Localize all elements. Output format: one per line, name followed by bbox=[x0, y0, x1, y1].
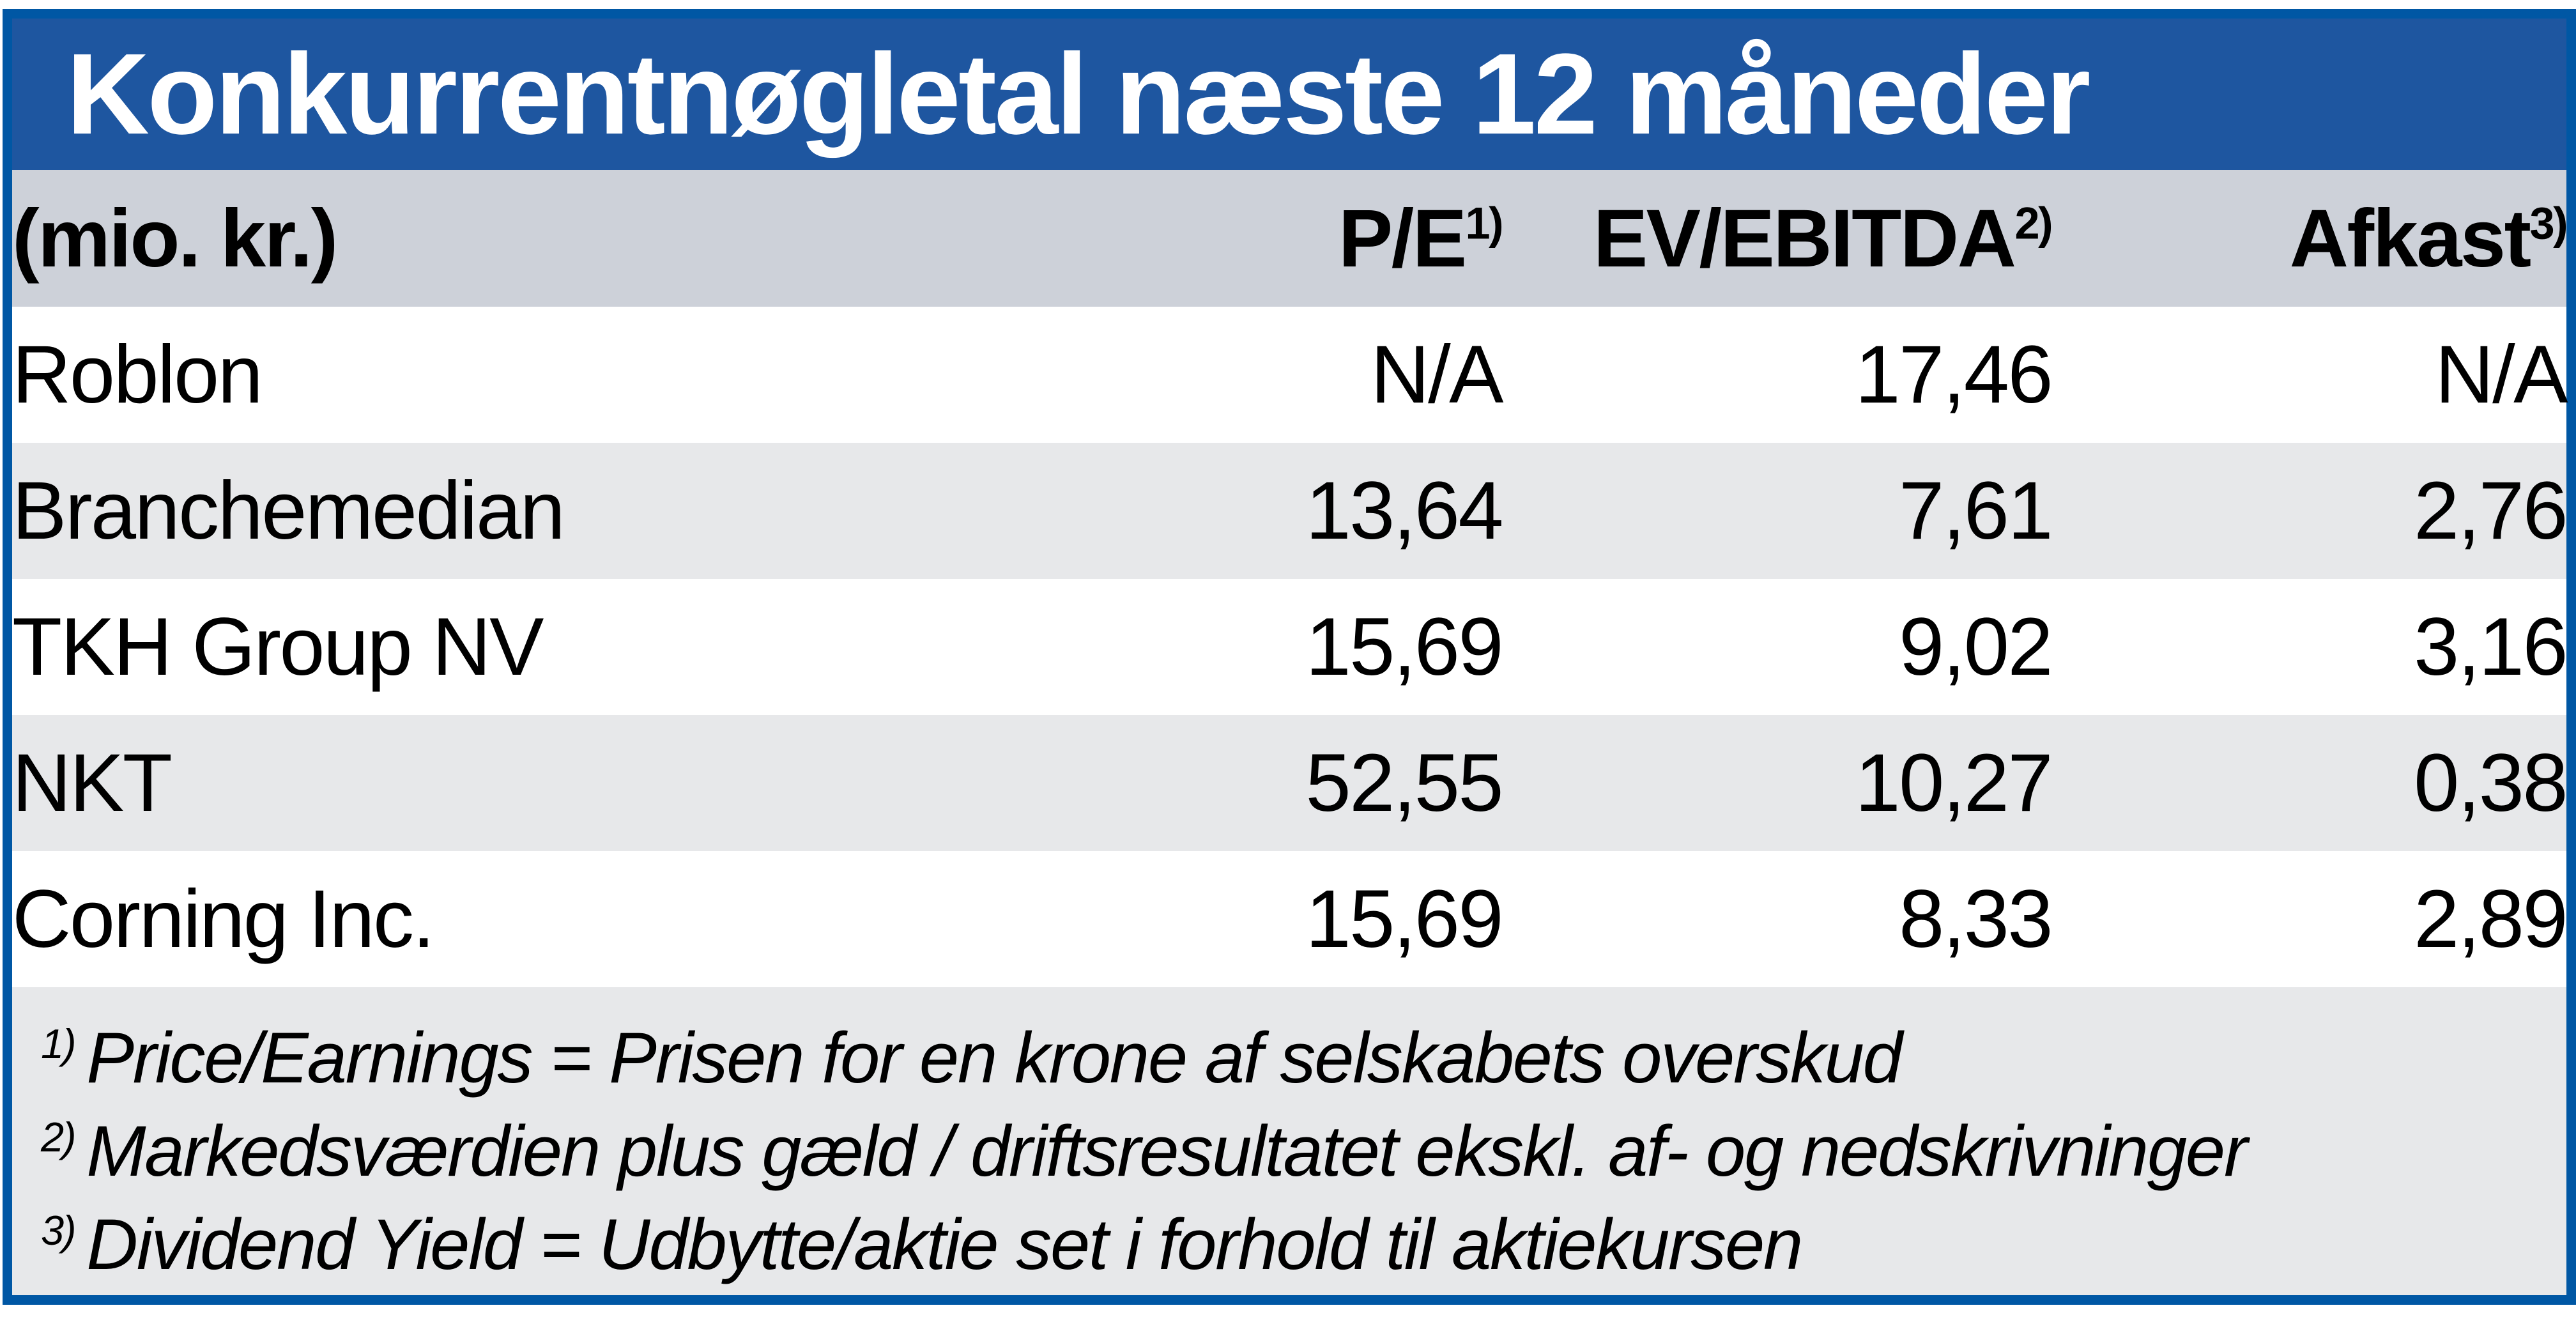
ev-ebitda-footnote-marker: 2) bbox=[2014, 197, 2053, 248]
table-row: NKT 52,55 10,27 0,38 bbox=[12, 715, 2568, 851]
company-cell: TKH Group NV bbox=[12, 579, 1022, 715]
footnote-2-text: Markedsværdien plus gæld / driftsresulta… bbox=[86, 1111, 2248, 1191]
column-header-pe: P/E1) bbox=[1022, 170, 1504, 307]
afkast-cell: 2,76 bbox=[2051, 443, 2568, 579]
company-cell: NKT bbox=[12, 715, 1022, 851]
ev-ebitda-cell: 17,46 bbox=[1502, 307, 2053, 443]
footnote-3-text: Dividend Yield = Udbytte/aktie set i for… bbox=[86, 1204, 1803, 1284]
footnotes-block: 1) Price/Earnings = Prisen for en krone a… bbox=[12, 987, 2566, 1295]
afkast-header-label: Afkast bbox=[2289, 192, 2531, 284]
unit-label: (mio. kr.) bbox=[12, 170, 1022, 307]
column-header-ev-ebitda: EV/EBITDA2) bbox=[1502, 170, 2053, 307]
table-header-row: (mio. kr.) P/E1) EV/EBITDA2) Afkast3) bbox=[12, 170, 2568, 307]
column-header-afkast: Afkast3) bbox=[2051, 170, 2568, 307]
keyfigures-table: (mio. kr.) P/E1) EV/EBITDA2) Afkast3) Ro… bbox=[12, 170, 2568, 987]
table-frame: Konkurrentnøgletal næste 12 måneder (mio… bbox=[3, 9, 2576, 1305]
pe-cell: 15,69 bbox=[1022, 579, 1504, 715]
footnote-3: 3) Dividend Yield = Udbytte/aktie set i f… bbox=[41, 1198, 2541, 1291]
pe-cell: 15,69 bbox=[1022, 851, 1504, 987]
pe-footnote-marker: 1) bbox=[1465, 197, 1504, 248]
company-cell: Branchemedian bbox=[12, 443, 1022, 579]
pe-cell: 13,64 bbox=[1022, 443, 1504, 579]
ev-ebitda-header-label: EV/EBITDA bbox=[1593, 192, 2016, 284]
afkast-cell: 3,16 bbox=[2051, 579, 2568, 715]
footnote-2: 2) Markedsværdien plus gæld / driftsresul… bbox=[41, 1105, 2541, 1198]
afkast-footnote-marker: 3) bbox=[2529, 197, 2568, 248]
table-row: Roblon N/A 17,46 N/A bbox=[12, 307, 2568, 443]
pe-cell: N/A bbox=[1022, 307, 1504, 443]
footnote-3-marker: 3) bbox=[41, 1206, 77, 1254]
title-band: Konkurrentnøgletal næste 12 måneder bbox=[12, 19, 2566, 170]
afkast-cell: 0,38 bbox=[2051, 715, 2568, 851]
table-row: TKH Group NV 15,69 9,02 3,16 bbox=[12, 579, 2568, 715]
pe-header-label: P/E bbox=[1338, 192, 1467, 284]
page-title: Konkurrentnøgletal næste 12 måneder bbox=[66, 29, 2090, 158]
footnote-1-text: Price/Earnings = Prisen for en krone af … bbox=[86, 1018, 1903, 1098]
footnote-1-marker: 1) bbox=[41, 1020, 77, 1067]
afkast-cell: N/A bbox=[2051, 307, 2568, 443]
table-panel: Konkurrentnøgletal næste 12 måneder (mio… bbox=[12, 19, 2568, 1295]
afkast-cell: 2,89 bbox=[2051, 851, 2568, 987]
footnote-1: 1) Price/Earnings = Prisen for en krone a… bbox=[41, 1011, 2541, 1105]
company-cell: Corning Inc. bbox=[12, 851, 1022, 987]
table-row: Branchemedian 13,64 7,61 2,76 bbox=[12, 443, 2568, 579]
ev-ebitda-cell: 7,61 bbox=[1502, 443, 2053, 579]
company-cell: Roblon bbox=[12, 307, 1022, 443]
table-row: Corning Inc. 15,69 8,33 2,89 bbox=[12, 851, 2568, 987]
ev-ebitda-cell: 9,02 bbox=[1502, 579, 2053, 715]
footnote-2-marker: 2) bbox=[41, 1113, 77, 1160]
ev-ebitda-cell: 8,33 bbox=[1502, 851, 2053, 987]
ev-ebitda-cell: 10,27 bbox=[1502, 715, 2053, 851]
pe-cell: 52,55 bbox=[1022, 715, 1504, 851]
